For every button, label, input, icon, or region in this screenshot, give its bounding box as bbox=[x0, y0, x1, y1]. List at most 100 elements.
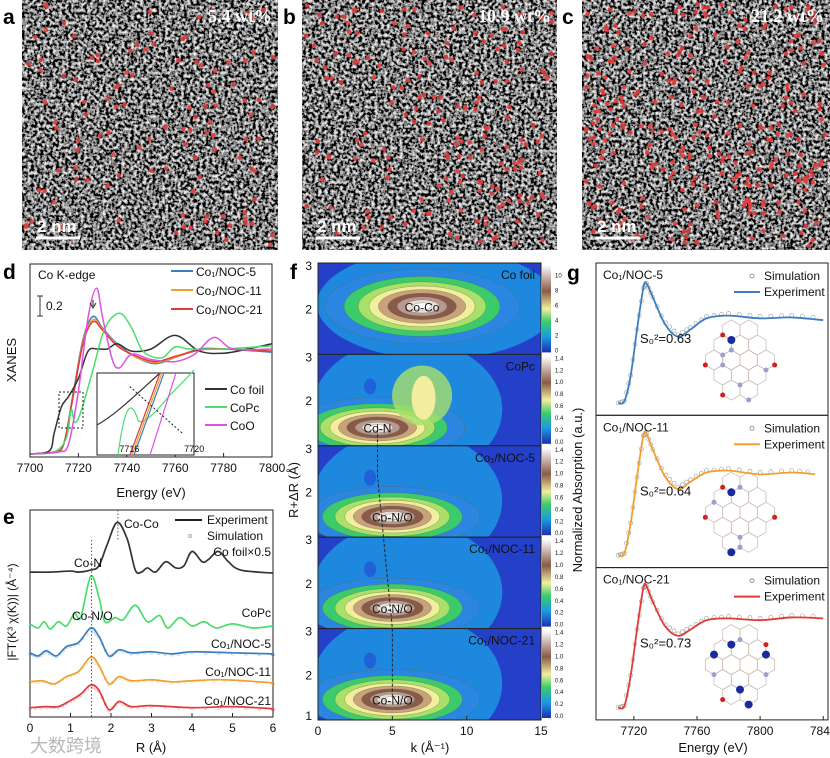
single-atom-marker bbox=[525, 200, 531, 206]
single-atom-marker bbox=[692, 176, 698, 181]
colorbar-tick-label: 1.0 bbox=[555, 654, 564, 660]
single-atom-marker bbox=[746, 141, 752, 147]
hexagon-ring bbox=[748, 486, 767, 508]
single-atom-marker bbox=[345, 20, 351, 26]
single-atom-marker bbox=[599, 155, 605, 161]
map-label: Co foil bbox=[501, 268, 535, 282]
single-atom-marker bbox=[595, 117, 601, 122]
colorbar-tick-label: 0.0 bbox=[555, 531, 564, 537]
hexagon-ring bbox=[722, 379, 741, 401]
single-atom-marker bbox=[474, 70, 480, 76]
single-atom-marker bbox=[193, 114, 198, 120]
single-atom-marker bbox=[53, 120, 58, 125]
single-atom-marker bbox=[377, 63, 382, 68]
single-atom-marker bbox=[448, 189, 454, 195]
x-axis-label: Energy (eV) bbox=[116, 485, 185, 500]
single-atom-marker bbox=[176, 57, 182, 63]
single-atom-marker bbox=[783, 95, 789, 100]
y-tick-label: 2 bbox=[305, 486, 312, 500]
map-area bbox=[318, 354, 541, 446]
single-atom-marker bbox=[723, 60, 729, 65]
single-atom-marker bbox=[588, 56, 594, 61]
single-atom-marker bbox=[44, 3, 50, 9]
single-atom-marker bbox=[621, 103, 627, 109]
single-atom-marker bbox=[796, 199, 802, 205]
single-atom-marker bbox=[422, 56, 428, 62]
colorbar-tick-label: 8 bbox=[555, 288, 559, 294]
single-atom-marker bbox=[270, 54, 276, 60]
single-atom-marker bbox=[24, 222, 30, 228]
single-atom-marker bbox=[405, 77, 411, 83]
oxygen-atom bbox=[720, 332, 726, 338]
colorbar-tick-label: 1.4 bbox=[555, 356, 564, 362]
single-atom-marker bbox=[173, 230, 179, 236]
single-atom-marker bbox=[243, 136, 249, 142]
single-atom-marker bbox=[203, 104, 209, 109]
single-atom-marker bbox=[329, 76, 334, 81]
panel-letter-e: e bbox=[3, 506, 15, 529]
colorbar bbox=[542, 447, 551, 536]
hexagon-ring bbox=[739, 654, 758, 676]
single-atom-marker bbox=[810, 172, 815, 178]
single-atom-marker bbox=[785, 133, 790, 138]
y-axis-label: R+ΔR (Å) bbox=[286, 462, 301, 518]
loading-label: 5.4 wt% bbox=[208, 6, 272, 26]
single-atom-marker bbox=[162, 124, 168, 129]
single-atom-marker bbox=[499, 161, 504, 166]
single-atom-marker bbox=[819, 50, 825, 56]
single-atom-marker bbox=[326, 155, 331, 160]
single-atom-marker bbox=[644, 150, 650, 155]
single-atom-marker bbox=[611, 150, 616, 156]
scale-bar-label: 2 nm bbox=[37, 217, 77, 236]
sample-label: Co₁/NOC-21 bbox=[603, 573, 670, 587]
single-atom-marker bbox=[653, 161, 659, 167]
subpanel-frame bbox=[595, 567, 829, 721]
single-atom-marker bbox=[483, 221, 488, 226]
single-atom-marker bbox=[527, 14, 532, 20]
hexagon-ring bbox=[730, 516, 750, 538]
series-label: Co foil×0.5 bbox=[213, 545, 271, 559]
single-atom-marker bbox=[605, 101, 610, 107]
single-atom-marker bbox=[607, 58, 612, 64]
single-atom-marker bbox=[453, 141, 459, 147]
single-atom-marker bbox=[680, 187, 685, 193]
legend-swatch-simulation bbox=[749, 273, 755, 279]
single-atom-marker bbox=[315, 139, 320, 144]
single-atom-marker bbox=[640, 13, 646, 19]
single-atom-marker bbox=[365, 209, 370, 214]
single-atom-marker bbox=[803, 178, 809, 184]
single-atom-marker bbox=[479, 80, 485, 85]
cobalt-atom bbox=[727, 548, 736, 557]
single-atom-marker bbox=[28, 219, 34, 225]
single-atom-marker bbox=[477, 179, 482, 184]
single-atom-marker bbox=[403, 112, 408, 118]
single-atom-marker bbox=[204, 130, 210, 136]
nitrogen-atom bbox=[711, 499, 717, 505]
single-atom-marker bbox=[619, 99, 625, 105]
hexagon-ring bbox=[756, 501, 776, 523]
map-label: Co₁/NOC-21 bbox=[468, 634, 535, 648]
single-atom-marker bbox=[688, 76, 694, 81]
colorbar-tick-label: 0 bbox=[555, 348, 559, 354]
single-atom-marker bbox=[495, 186, 501, 192]
single-atom-marker bbox=[481, 39, 487, 44]
single-atom-marker bbox=[242, 58, 248, 64]
single-atom-marker bbox=[744, 197, 750, 203]
single-atom-marker bbox=[622, 216, 627, 222]
colorbar-tick-label: 1.0 bbox=[555, 472, 564, 478]
single-atom-marker bbox=[678, 149, 684, 155]
inset: 7716 7720 bbox=[96, 369, 204, 456]
map-area bbox=[318, 263, 541, 355]
panel-letter: c bbox=[562, 6, 574, 29]
single-atom-marker bbox=[677, 4, 682, 10]
single-atom-marker bbox=[203, 219, 208, 224]
single-atom-marker bbox=[715, 209, 720, 215]
structure-model bbox=[702, 471, 778, 557]
single-atom-marker bbox=[659, 129, 665, 134]
single-atom-marker bbox=[319, 177, 325, 183]
single-atom-marker bbox=[715, 214, 721, 220]
hexagon-ring bbox=[748, 334, 767, 356]
simulation-point bbox=[671, 480, 677, 486]
single-atom-marker bbox=[680, 153, 686, 159]
scale-bar-label: 2 nm bbox=[317, 217, 357, 236]
